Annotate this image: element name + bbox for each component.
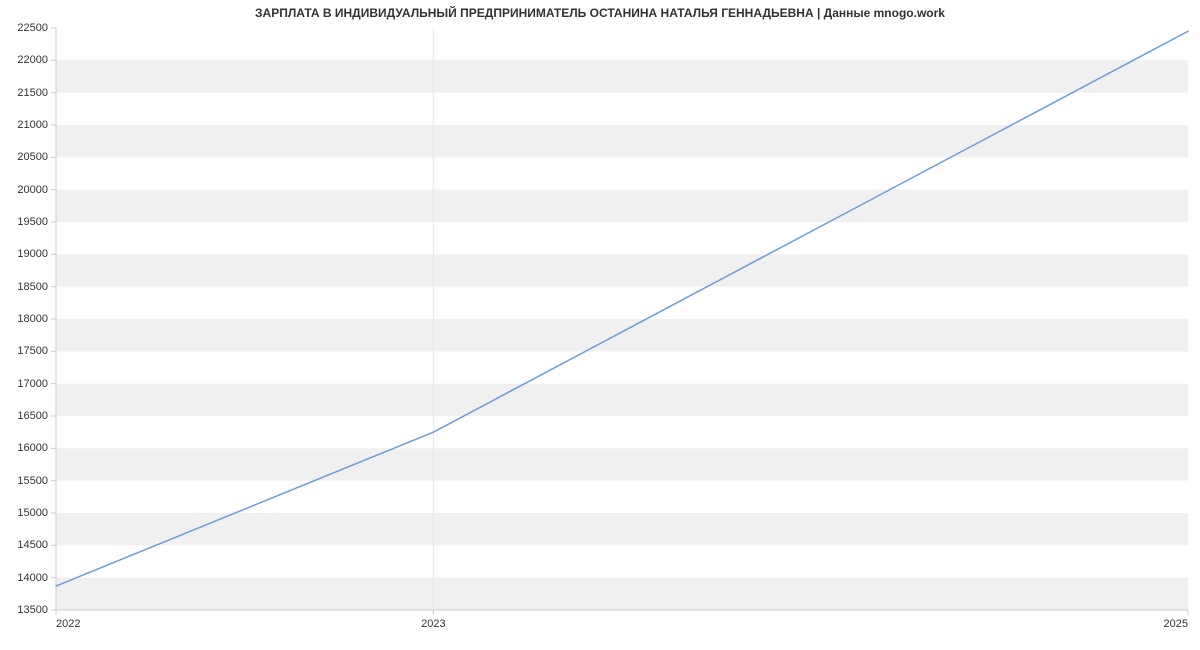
y-tick-label: 20500 bbox=[8, 151, 48, 163]
y-tick-label: 21000 bbox=[8, 119, 48, 131]
y-tick-label: 17500 bbox=[8, 345, 48, 357]
y-tick-label: 16000 bbox=[8, 442, 48, 454]
y-tick-label: 19000 bbox=[8, 248, 48, 260]
x-tick-label: 2022 bbox=[56, 618, 80, 630]
y-tick-label: 14500 bbox=[8, 539, 48, 551]
y-tick-label: 16500 bbox=[8, 410, 48, 422]
y-tick-label: 19500 bbox=[8, 216, 48, 228]
y-tick-label: 22500 bbox=[8, 22, 48, 34]
y-tick-label: 14000 bbox=[8, 572, 48, 584]
salary-line-chart: ЗАРПЛАТА В ИНДИВИДУАЛЬНЫЙ ПРЕДПРИНИМАТЕЛ… bbox=[0, 0, 1200, 650]
y-tick-label: 22000 bbox=[8, 54, 48, 66]
y-tick-label: 15000 bbox=[8, 507, 48, 519]
y-tick-label: 13500 bbox=[8, 604, 48, 616]
y-tick-label: 18500 bbox=[8, 281, 48, 293]
y-tick-label: 20000 bbox=[8, 184, 48, 196]
y-tick-label: 17000 bbox=[8, 378, 48, 390]
y-tick-label: 18000 bbox=[8, 313, 48, 325]
x-tick-label: 2023 bbox=[421, 618, 445, 630]
x-tick-label: 2025 bbox=[1164, 618, 1188, 630]
y-tick-label: 21500 bbox=[8, 87, 48, 99]
chart-plot-svg bbox=[0, 0, 1200, 650]
y-tick-label: 15500 bbox=[8, 475, 48, 487]
